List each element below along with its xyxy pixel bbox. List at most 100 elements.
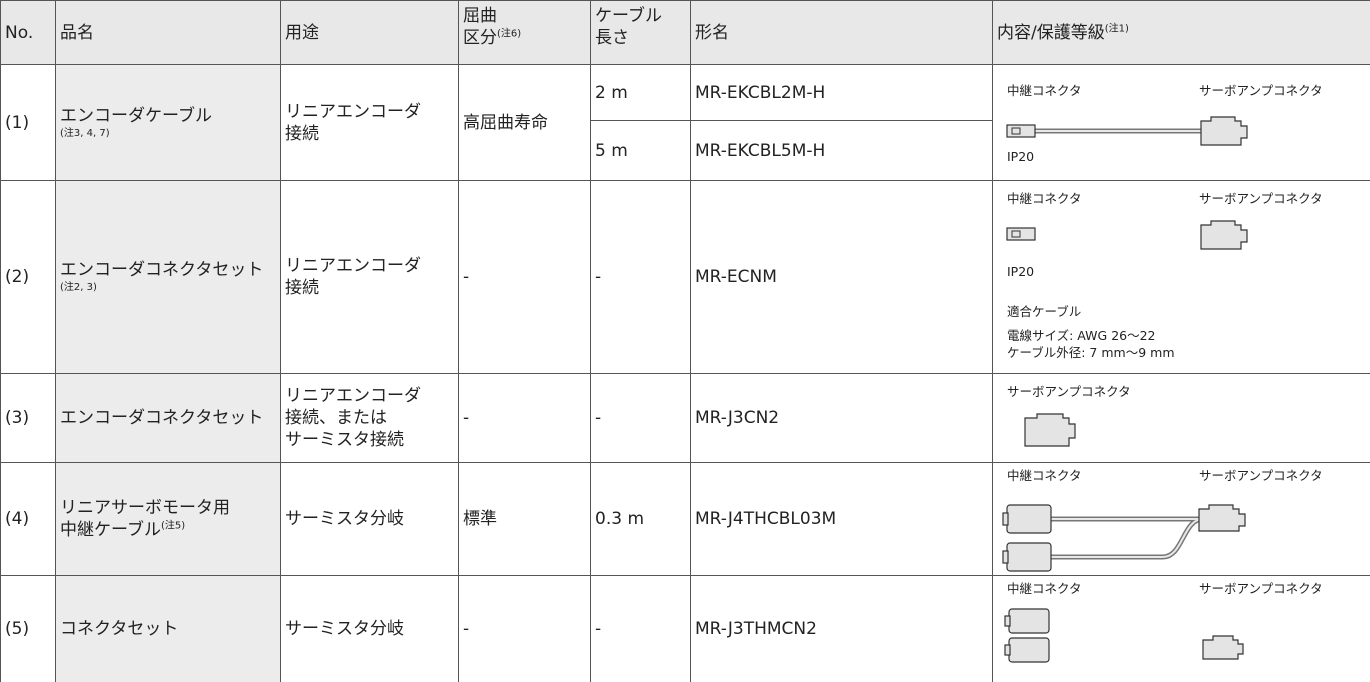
header-text: 形名: [695, 22, 729, 43]
cable: [1049, 516, 1204, 560]
cell: (5): [0, 575, 56, 682]
header-cell: 用途: [280, 0, 459, 65]
cell: コネクタセット: [55, 575, 281, 682]
use: 接続: [285, 278, 319, 298]
use: サーミスタ接続: [285, 430, 404, 450]
model: MR-EKCBL2M-H: [695, 82, 826, 103]
note: (注5): [160, 520, 186, 532]
label: サーボアンプコネクタ: [1199, 191, 1323, 206]
relay-connector: [1006, 542, 1052, 572]
cell: MR-ECNM: [690, 180, 993, 374]
cell: MR-J3THMCN2: [690, 575, 993, 682]
label: ケーブル外径: 7 mm～9 mm: [1007, 345, 1175, 360]
length: 5 m: [595, 140, 628, 161]
length: 0.3 m: [595, 509, 644, 529]
cell: -: [590, 575, 691, 682]
diagram: 中継コネクタ サーボアンプコネクタ IP20 適合ケーブル 電線サイズ: AWG…: [1006, 191, 1323, 360]
cell: MR-EKCBL2M-H: [690, 64, 993, 121]
cell: エンコーダコネクタセット (注2, 3): [55, 180, 281, 374]
cell: -: [458, 373, 591, 463]
cell: (2): [0, 180, 56, 374]
model: MR-J3THMCN2: [695, 619, 817, 639]
label: 中継コネクタ: [1007, 191, 1082, 206]
note: (注2, 3): [60, 282, 97, 293]
item-name: エンコーダコネクタセット: [60, 408, 264, 428]
cell: リニアエンコーダ 接続、または サーミスタ接続: [280, 373, 459, 463]
relay-connector: [1002, 512, 1009, 526]
use: サーミスタ分岐: [285, 509, 404, 529]
cell: (1): [0, 64, 56, 181]
cell: 中継コネクタ サーボアンプコネクタ: [992, 462, 1370, 576]
header-cell: 形名: [690, 0, 993, 65]
cell: -: [458, 180, 591, 374]
use: リニアエンコーダ: [285, 101, 421, 122]
cell: エンコーダコネクタセット: [55, 373, 281, 463]
header-cell: 内容/保護等級(注1): [992, 0, 1370, 65]
row-no: (4): [5, 509, 30, 529]
row-no: (2): [5, 267, 30, 287]
label: サーボアンプコネクタ: [1007, 384, 1131, 399]
use: 接続: [285, 123, 319, 144]
label: サーボアンプコネクタ: [1199, 581, 1323, 596]
model: MR-ECNM: [695, 267, 777, 287]
header-text: 用途: [285, 22, 319, 43]
label: サーボアンプコネクタ: [1199, 83, 1323, 98]
cell: (3): [0, 373, 56, 463]
row: (1) エンコーダケーブル (注3, 4, 7) リニアエンコーダ 接続 高屈曲寿命…: [0, 64, 1370, 181]
cell: MR-J3CN2: [690, 373, 993, 463]
note: (注3, 4, 7): [60, 127, 110, 139]
bend: 高屈曲寿命: [463, 112, 548, 133]
row: (5) コネクタセット サーミスタ分岐 - - MR-J3THMCN2 中継コネ…: [0, 575, 1370, 682]
item-name: エンコーダコネクタセット: [60, 260, 264, 280]
bend: 標準: [463, 509, 497, 529]
diagram: 中継コネクタ サーボアンプコネクタ IP20: [1006, 83, 1323, 164]
amp-connector: [1024, 413, 1076, 447]
bend: -: [463, 408, 470, 428]
amp-connector: [1198, 504, 1246, 532]
label: 中継コネクタ: [1007, 581, 1082, 596]
cell: サーミスタ分岐: [280, 462, 459, 576]
row-no: (5): [5, 619, 30, 639]
label: サーボアンプコネクタ: [1199, 468, 1323, 483]
amp-connector: [1202, 635, 1244, 660]
cable: [1049, 518, 1204, 558]
cell: 中継コネクタ サーボアンプコネクタ IP20 適合ケーブル 電線サイズ: AWG…: [992, 180, 1370, 374]
relay-connector: [1002, 550, 1009, 564]
model: MR-J4THCBL03M: [695, 509, 837, 529]
bend: -: [463, 619, 470, 639]
cell: リニアサーボモータ用 中継ケーブル(注5): [55, 462, 281, 576]
row: (3) エンコーダコネクタセット リニアエンコーダ 接続、または サーミスタ接続 -…: [0, 373, 1370, 463]
item-name: コネクタセット: [60, 619, 179, 639]
relay-connector: [1006, 504, 1052, 534]
cell: 中継コネクタ サーボアンプコネクタ: [992, 575, 1370, 682]
relay-connector: [1011, 230, 1021, 238]
header-text: 内容/保護等級: [997, 22, 1105, 43]
cell: MR-EKCBL5M-H: [690, 120, 993, 181]
header-row: No. 品名 用途 屈曲 区分(注6) ケーブル 長さ 形名 内容/保護等級(注1): [0, 0, 1370, 65]
label: IP20: [1007, 264, 1034, 279]
cell: 0.3 m: [590, 462, 691, 576]
model: MR-EKCBL5M-H: [695, 140, 826, 161]
diagram: 中継コネクタ サーボアンプコネクタ: [1002, 468, 1323, 572]
length: -: [595, 408, 602, 428]
row: (2) エンコーダコネクタセット (注2, 3) リニアエンコーダ 接続 - - M…: [0, 180, 1370, 374]
cell: -: [590, 180, 691, 374]
use: 接続、または: [285, 408, 387, 428]
header-text: 屈曲: [463, 6, 497, 26]
cell: サーミスタ分岐: [280, 575, 459, 682]
header-text: No.: [5, 22, 34, 43]
row: (4) リニアサーボモータ用 中継ケーブル(注5) サーミスタ分岐 標準 0.3 …: [0, 462, 1370, 576]
cell: エンコーダケーブル (注3, 4, 7): [55, 64, 281, 181]
relay-connector: [1004, 615, 1011, 627]
label: 中継コネクタ: [1007, 468, 1082, 483]
model: MR-J3CN2: [695, 408, 780, 428]
header-cell: No.: [0, 0, 56, 65]
cell: 標準: [458, 462, 591, 576]
diagram: サーボアンプコネクタ: [1007, 384, 1131, 447]
length: -: [595, 619, 602, 639]
relay-connector: [1004, 644, 1011, 656]
amp-connector: [1200, 220, 1248, 250]
label: 電線サイズ: AWG 26～22: [1007, 328, 1156, 343]
